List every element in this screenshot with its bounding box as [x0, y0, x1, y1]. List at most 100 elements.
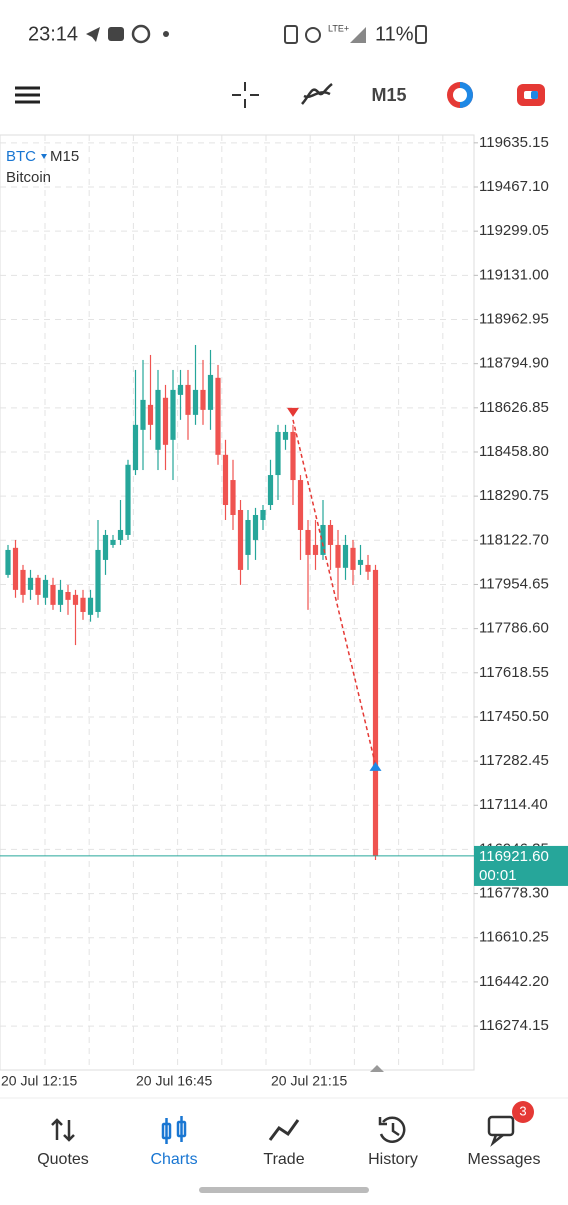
y-tick-label: 119131.00 — [479, 266, 549, 283]
telegram-icon — [86, 27, 100, 42]
timeframe-button[interactable]: M15 — [371, 85, 406, 105]
y-tick-label: 116274.15 — [479, 1017, 549, 1034]
candle-body — [80, 597, 86, 612]
menu-button[interactable] — [15, 86, 40, 104]
scroll-marker — [370, 1065, 384, 1072]
candle-body — [162, 397, 169, 445]
trade-line — [292, 419, 377, 766]
candle-body — [297, 480, 304, 530]
candle-body — [245, 519, 251, 555]
nav-item[interactable]: Trade — [263, 1151, 304, 1168]
y-tick-label: 118626.85 — [479, 399, 549, 416]
candle-body — [357, 559, 364, 565]
candle-body — [27, 577, 34, 590]
candle-body — [222, 454, 229, 506]
candle-body — [237, 509, 244, 570]
sell-arrow — [287, 407, 299, 417]
candle-body — [110, 539, 116, 545]
y-tick-label: 118122.70 — [479, 531, 549, 548]
dot — [163, 31, 169, 37]
x-tick-label: 20 Jul 16:45 — [136, 1073, 212, 1089]
y-tick-label: 116610.25 — [479, 929, 549, 946]
candle-body — [207, 374, 214, 410]
current-price-box — [474, 845, 568, 886]
candle-body — [65, 591, 71, 600]
candle-body — [102, 534, 109, 560]
gesture-bar — [199, 1187, 369, 1193]
y-tick-label: 118290.75 — [479, 487, 549, 504]
y-tick-label: 118962.95 — [479, 310, 549, 327]
signal-icon — [350, 27, 366, 43]
candle-body — [125, 464, 131, 535]
candle-body — [290, 431, 296, 481]
candle-body — [185, 384, 191, 415]
x-tick-label: 20 Jul 21:15 — [271, 1073, 347, 1089]
symbol-dropdown — [41, 154, 47, 159]
y-tick-label: 117114.40 — [479, 796, 548, 813]
app-icon — [131, 24, 151, 44]
battery-icon — [415, 25, 427, 44]
y-tick-label: 119299.05 — [479, 222, 549, 239]
candle-body — [260, 509, 266, 520]
badge-count: 3 — [519, 1103, 526, 1118]
candle-body — [5, 549, 11, 575]
candle-body — [140, 399, 146, 430]
candle-body — [170, 389, 176, 440]
candle-body — [327, 524, 334, 545]
candle-body — [87, 597, 94, 615]
candle-body — [215, 377, 221, 455]
candle-body — [372, 569, 379, 856]
candle-body — [320, 524, 326, 555]
trade-button[interactable] — [517, 84, 545, 106]
crosshair-button[interactable] — [232, 82, 259, 108]
y-tick-label: 117450.50 — [479, 708, 549, 725]
candle-body — [57, 589, 64, 605]
nav-item[interactable]: Quotes — [37, 1151, 89, 1168]
symbol[interactable]: BTC — [6, 148, 36, 165]
y-tick-label: 117282.45 — [479, 752, 549, 769]
candle-body — [35, 577, 41, 595]
candle-body — [230, 480, 236, 515]
candle-body — [117, 529, 124, 540]
candle-body — [12, 547, 19, 590]
trade-icon — [268, 1119, 300, 1141]
badge — [512, 1101, 534, 1123]
y-tick-label: 118458.80 — [479, 443, 549, 460]
history-icon — [378, 1116, 406, 1143]
chart-timeframe: M15 — [50, 148, 79, 165]
charts-icon — [161, 1116, 187, 1144]
candle-body — [20, 569, 26, 595]
current-price-label: 116921.60 — [479, 848, 549, 865]
nav-item[interactable]: History — [368, 1151, 418, 1168]
messages-icon — [487, 1115, 515, 1147]
y-tick-label: 117954.65 — [479, 575, 549, 592]
candle-body — [192, 389, 199, 415]
candle-body — [365, 564, 371, 572]
candle-body — [155, 389, 161, 450]
candle-body — [72, 594, 79, 605]
objects-button[interactable] — [447, 82, 473, 108]
candle-body — [282, 431, 289, 440]
y-tick-label: 119635.15 — [479, 134, 549, 151]
nav-item[interactable]: Charts — [150, 1151, 197, 1168]
indicators-button[interactable] — [301, 83, 333, 105]
network-type: LTE+ — [328, 23, 349, 33]
candle-body — [335, 544, 341, 568]
candle-body — [275, 431, 281, 476]
candle-body — [342, 544, 349, 568]
quotes-icon — [51, 1118, 75, 1142]
nav-item[interactable]: Messages — [468, 1151, 541, 1168]
candle-body — [95, 549, 101, 612]
chart-frame — [0, 134, 475, 1071]
app-icon — [108, 27, 124, 41]
alarm-icon — [305, 27, 321, 43]
y-tick-label: 117786.60 — [479, 620, 549, 637]
symbol-description: Bitcoin — [6, 169, 51, 186]
candle-body — [312, 544, 319, 555]
candle-body — [177, 384, 184, 395]
y-tick-label: 118794.90 — [479, 355, 549, 372]
candle-body — [200, 389, 206, 410]
battery-percent: 11% — [375, 23, 414, 45]
